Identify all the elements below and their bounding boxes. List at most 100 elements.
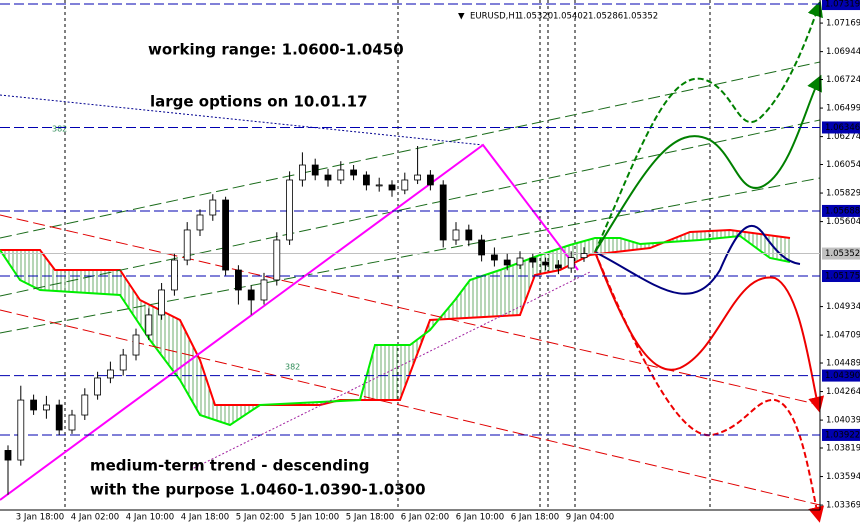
- y-tick-label: 1.04709: [826, 331, 860, 341]
- candle-body: [555, 264, 562, 269]
- forecast-path: [594, 0, 823, 253]
- candle-body: [401, 179, 409, 191]
- candle-body: [414, 174, 422, 181]
- candle-body: [298, 164, 306, 181]
- x-tick-label: 4 Jan 10:00: [126, 513, 174, 523]
- candle-body: [234, 269, 242, 291]
- channel-line: [0, 214, 821, 406]
- fib-label: 382: [52, 125, 67, 134]
- candle-body: [286, 179, 294, 241]
- candle-body: [247, 289, 255, 301]
- quote-high: 1.05402: [553, 12, 588, 22]
- analysis-drawings: [0, 0, 825, 523]
- level-box: [822, 270, 860, 283]
- y-tick-label: 1.05829: [826, 189, 860, 199]
- x-tick-label: 5 Jan 02:00: [236, 513, 284, 523]
- y-tick-label: 1.06499: [826, 104, 860, 114]
- candle-body: [439, 184, 447, 241]
- y-tick-label: 1.06724: [826, 75, 860, 85]
- channel-line: [0, 177, 821, 334]
- candle-body: [145, 314, 153, 336]
- x-tick-label: 6 Jan 10:00: [456, 513, 504, 523]
- y-tick-label: 1.04489: [826, 359, 860, 369]
- candle-body: [452, 229, 460, 241]
- candle-body: [170, 259, 178, 291]
- last-price-box: [822, 247, 860, 260]
- y-tick-label: 1.06944: [826, 47, 860, 57]
- y-tick-label: 1.03369: [826, 501, 860, 511]
- candle-body: [426, 174, 434, 186]
- y-tick-label: 1.04039: [826, 416, 860, 426]
- candle-body: [158, 289, 166, 316]
- annotation: large options on 10.01.17: [150, 93, 368, 111]
- candle-body: [43, 404, 50, 411]
- candle-body: [209, 199, 217, 216]
- candle-body: [580, 253, 588, 259]
- candle-body: [465, 229, 473, 241]
- y-tick-label: 1.04934: [826, 302, 860, 312]
- candle-body: [132, 334, 140, 356]
- x-tick-label: 9 Jan 04:00: [566, 513, 614, 523]
- level-label: 1.06346: [825, 123, 860, 133]
- candle-body: [183, 229, 191, 261]
- quote-close: 1.05352: [623, 12, 658, 22]
- annotation: medium-term trend - descending: [90, 457, 370, 475]
- candle-body: [324, 174, 332, 181]
- candle-body: [107, 369, 114, 379]
- candle-body: [196, 214, 204, 231]
- x-tick-label: 4 Jan 02:00: [71, 513, 119, 523]
- forecast-path: [594, 251, 825, 413]
- level-label: 1.05688: [825, 206, 860, 216]
- channel-line: [0, 61, 821, 239]
- last-price-label: 1.05352: [825, 249, 860, 259]
- level-box: [822, 204, 860, 217]
- symbol: EURUSD,H1: [470, 12, 520, 22]
- candle-body: [68, 414, 76, 431]
- quote-low: 1.05286: [588, 12, 623, 22]
- y-tick-label: 1.06274: [826, 132, 860, 142]
- candle-body: [503, 259, 511, 266]
- candle-body: [362, 174, 370, 186]
- level-label: 1.07319: [825, 0, 860, 10]
- level-label: 1.03922: [825, 430, 860, 440]
- fib-label: 382: [285, 363, 300, 372]
- candle-body: [490, 254, 498, 261]
- forecast-path: [594, 74, 822, 253]
- candle-body: [337, 169, 345, 181]
- y-tick-label: 1.03819: [826, 444, 860, 454]
- y-tick-label: 1.06054: [826, 160, 860, 170]
- candle-body: [375, 184, 383, 187]
- quote-open: 1.05320: [518, 12, 553, 22]
- candle-body: [311, 164, 319, 176]
- candle-body: [17, 399, 25, 461]
- x-tick-label: 4 Jan 18:00: [181, 513, 229, 523]
- y-tick-label: 1.03594: [826, 472, 860, 482]
- candle-body: [478, 239, 486, 256]
- level-box: [822, 428, 860, 441]
- wave-line: [0, 143, 579, 501]
- y-tick-label: 1.07169: [826, 19, 860, 29]
- level-box: [822, 0, 860, 11]
- channel-line: [0, 309, 821, 506]
- senkou-line: [0, 234, 791, 427]
- candle-body: [30, 399, 38, 411]
- forecast-path: [594, 225, 801, 295]
- candle-body: [260, 279, 268, 301]
- forecast-path: [594, 251, 825, 523]
- level-box: [822, 121, 860, 134]
- candle-body: [55, 404, 63, 431]
- x-tick-label: 6 Jan 02:00: [401, 513, 449, 523]
- x-tick-label: 3 Jan 18:00: [16, 513, 64, 523]
- candle-body: [542, 261, 549, 266]
- level-label: 1.05175: [825, 272, 860, 282]
- channel-line: [0, 119, 821, 297]
- candles: [4, 145, 588, 495]
- annotation: with the purpose 1.0460-1.0390-1.0300: [90, 481, 426, 499]
- x-tick-label: 6 Jan 18:00: [511, 513, 559, 523]
- candle-body: [516, 257, 524, 266]
- annotation: working range: 1.0600-1.0450: [148, 41, 404, 59]
- cloud: [0, 230, 790, 425]
- level-box: [822, 369, 860, 382]
- y-tick-label: 1.04264: [826, 387, 860, 397]
